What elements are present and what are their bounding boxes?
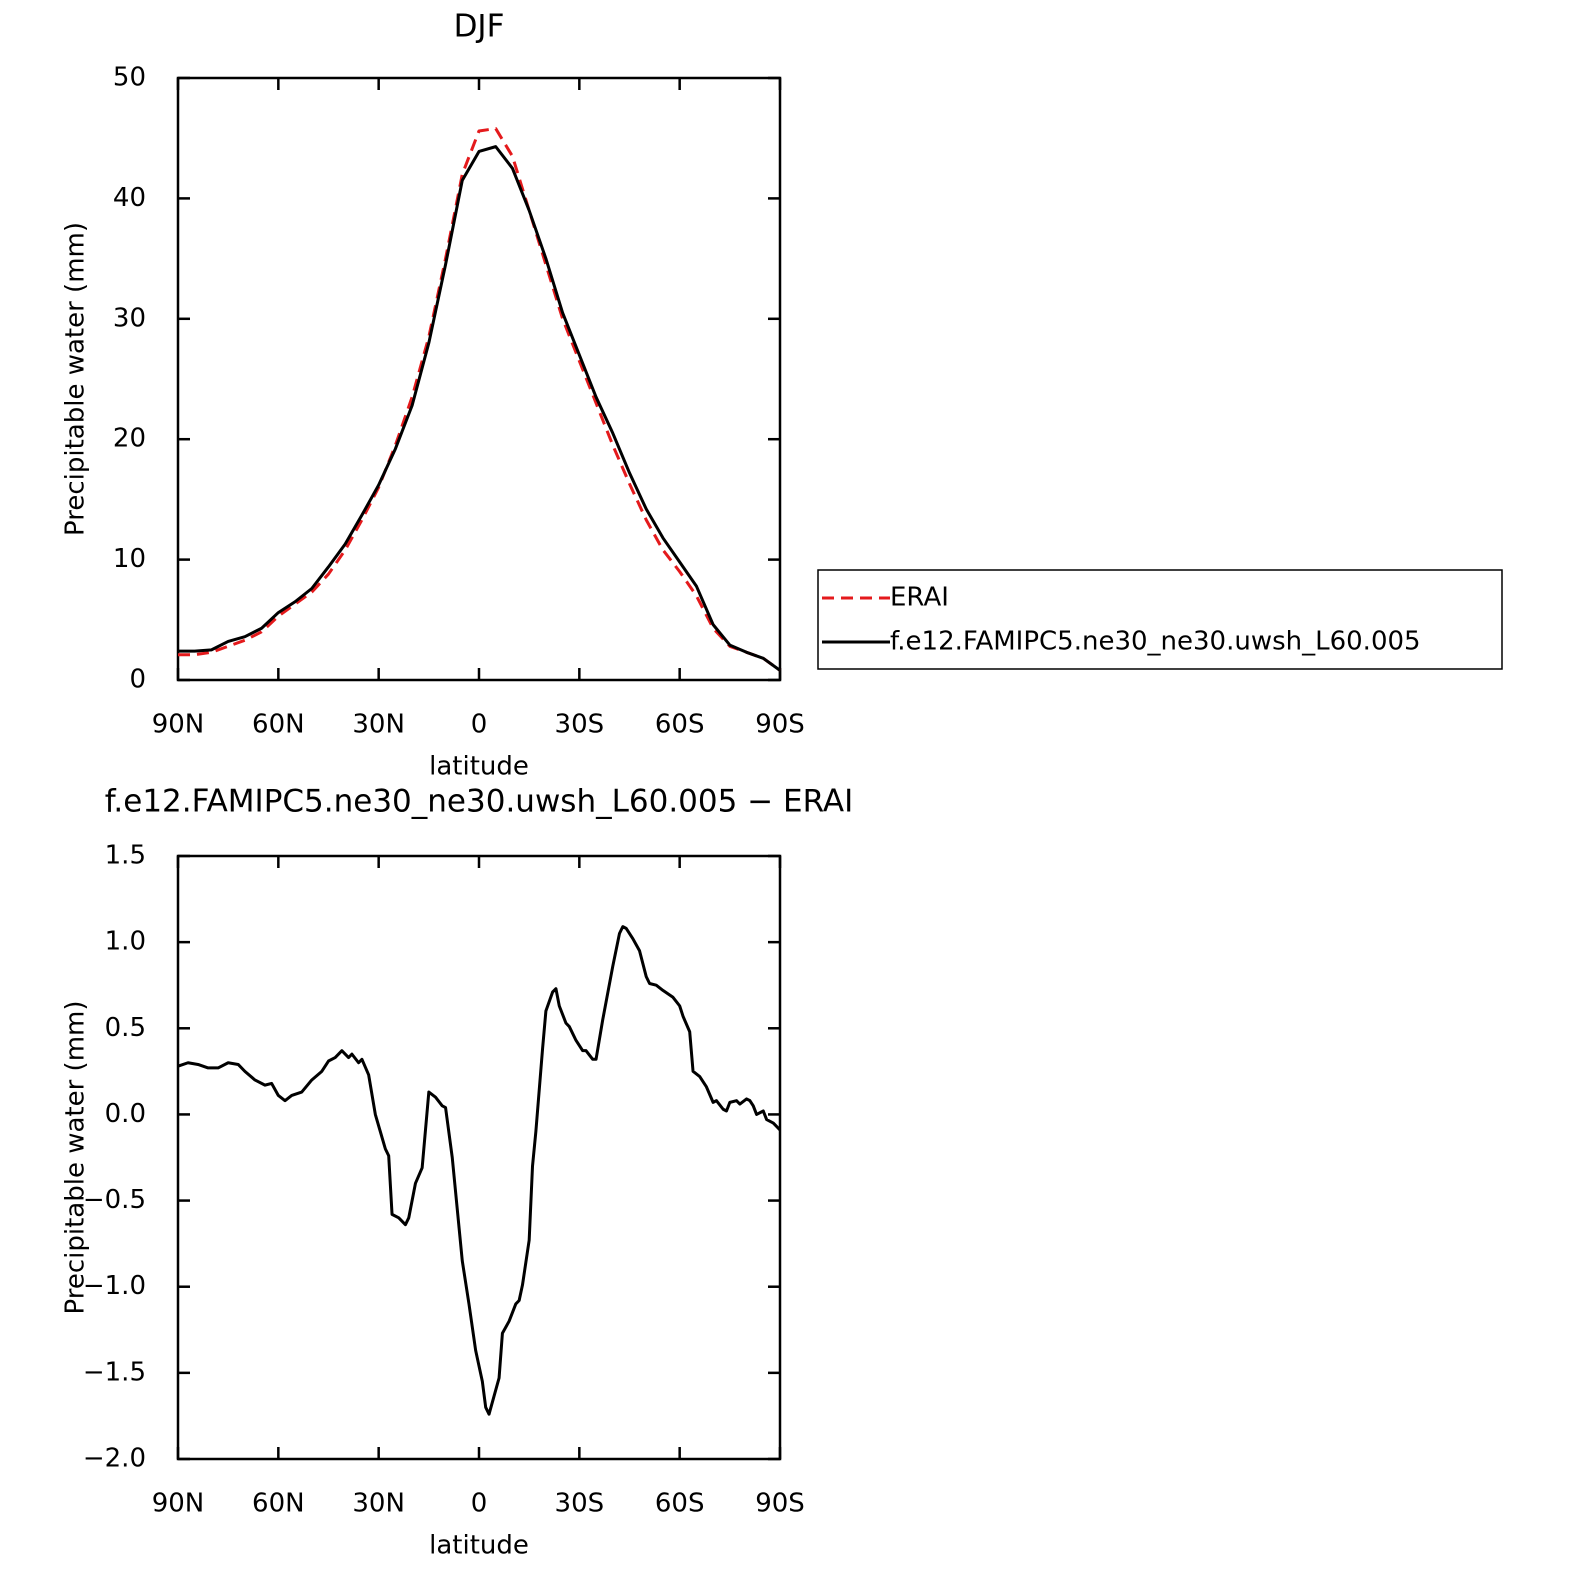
chart-title: f.e12.FAMIPC5.ne30_ne30.uwsh_L60.005 − E… [105, 784, 854, 820]
chart-title: DJF [454, 9, 505, 45]
y-tick-label: −1.5 [83, 1357, 146, 1387]
y-tick-label: 0.0 [105, 1099, 146, 1129]
x-tick-label: 60S [655, 1489, 705, 1519]
x-tick-label: 30S [555, 1489, 605, 1519]
y-tick-label: −2.0 [83, 1444, 146, 1474]
y-axis-label: Precipitable water (mm) [61, 222, 91, 536]
y-tick-label: −0.5 [83, 1185, 146, 1215]
data-line [178, 145, 781, 672]
y-tick-label: 1.5 [105, 841, 146, 871]
y-tick-label: 30 [113, 303, 146, 333]
y-tick-label: 0.5 [105, 1013, 146, 1043]
x-tick-label: 30N [352, 710, 405, 740]
legend-label: ERAI [890, 583, 949, 613]
y-tick-label: −1.0 [83, 1271, 146, 1301]
x-tick-label: 90N [152, 1489, 205, 1519]
y-tick-label: 10 [113, 544, 146, 574]
legend-box [817, 569, 1503, 670]
plot-frame [176, 76, 782, 682]
y-tick-label: 20 [113, 424, 146, 454]
data-line [178, 127, 781, 672]
x-tick-label: 60S [655, 710, 705, 740]
x-tick-label: 30S [555, 710, 605, 740]
x-tick-label: 90S [755, 710, 805, 740]
data-line [177, 925, 782, 1416]
y-tick-label: 50 [113, 63, 146, 93]
x-tick-label: 0 [471, 1489, 488, 1519]
y-tick-label: 1.0 [105, 927, 146, 957]
y-tick-label: 0 [129, 665, 146, 695]
x-tick-label: 90N [152, 710, 205, 740]
x-tick-label: 60N [252, 1489, 305, 1519]
x-axis-label: latitude [429, 1531, 529, 1561]
x-tick-label: 60N [252, 710, 305, 740]
y-axis-label: Precipitable water (mm) [61, 1001, 91, 1315]
x-axis-label: latitude [429, 752, 529, 782]
x-tick-label: 90S [755, 1489, 805, 1519]
legend-label: f.e12.FAMIPC5.ne30_ne30.uwsh_L60.005 [890, 627, 1421, 657]
y-tick-label: 40 [113, 183, 146, 213]
x-tick-label: 0 [471, 710, 488, 740]
x-tick-label: 30N [352, 1489, 405, 1519]
